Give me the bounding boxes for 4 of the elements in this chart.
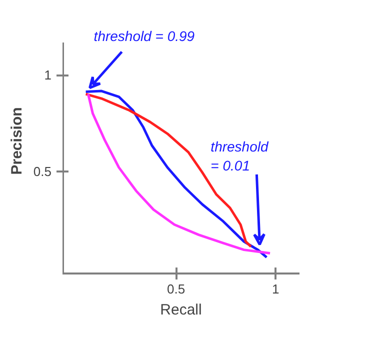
- annotation: threshold = 0.99: [94, 28, 195, 44]
- x-axis-title: Recall: [160, 302, 202, 318]
- y-axis-title: Precision: [8, 107, 26, 175]
- annotation: threshold = 0.01: [210, 138, 270, 174]
